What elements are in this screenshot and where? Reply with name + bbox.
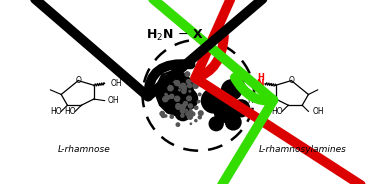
Circle shape xyxy=(165,75,170,79)
Circle shape xyxy=(171,72,177,77)
Circle shape xyxy=(172,79,175,82)
Circle shape xyxy=(170,94,174,98)
Circle shape xyxy=(173,80,175,82)
Circle shape xyxy=(188,104,192,108)
Circle shape xyxy=(170,115,174,118)
Circle shape xyxy=(201,88,226,113)
Text: N: N xyxy=(257,79,264,88)
Circle shape xyxy=(215,104,233,122)
Text: OH: OH xyxy=(111,79,122,88)
Circle shape xyxy=(182,86,187,90)
Text: O: O xyxy=(288,76,294,85)
Text: HO: HO xyxy=(247,96,259,105)
Circle shape xyxy=(165,93,167,95)
Circle shape xyxy=(187,84,192,88)
Circle shape xyxy=(168,86,173,91)
Circle shape xyxy=(165,74,193,101)
Text: L-rhamnosylamines: L-rhamnosylamines xyxy=(259,145,347,154)
Circle shape xyxy=(175,81,180,86)
Circle shape xyxy=(193,83,198,88)
Circle shape xyxy=(190,117,192,119)
Circle shape xyxy=(198,116,201,119)
Circle shape xyxy=(186,109,187,111)
Circle shape xyxy=(169,76,174,80)
Circle shape xyxy=(186,111,191,116)
Circle shape xyxy=(172,72,177,77)
Circle shape xyxy=(190,123,192,124)
Text: OH: OH xyxy=(108,96,119,105)
Circle shape xyxy=(161,114,165,117)
Circle shape xyxy=(222,80,242,100)
Circle shape xyxy=(175,105,191,121)
Circle shape xyxy=(187,114,192,119)
Circle shape xyxy=(167,81,170,84)
Circle shape xyxy=(232,100,249,117)
Text: O: O xyxy=(75,76,81,85)
Circle shape xyxy=(189,111,193,114)
Circle shape xyxy=(199,84,201,86)
Circle shape xyxy=(185,72,190,76)
Circle shape xyxy=(197,101,199,103)
Text: HO: HO xyxy=(50,107,62,116)
Circle shape xyxy=(166,94,184,112)
Circle shape xyxy=(180,83,186,89)
Circle shape xyxy=(189,90,191,92)
Circle shape xyxy=(176,104,181,109)
Circle shape xyxy=(175,96,180,101)
Text: H: H xyxy=(257,73,264,82)
Circle shape xyxy=(165,115,167,117)
Circle shape xyxy=(194,106,198,109)
Circle shape xyxy=(187,96,191,101)
Circle shape xyxy=(191,112,195,116)
Text: L-rhamnose: L-rhamnose xyxy=(58,145,111,154)
Circle shape xyxy=(197,78,199,80)
Circle shape xyxy=(198,93,201,96)
Circle shape xyxy=(182,89,186,93)
Circle shape xyxy=(166,82,169,85)
Circle shape xyxy=(226,114,241,130)
Circle shape xyxy=(190,110,192,112)
Circle shape xyxy=(176,104,180,107)
Text: H$_2$N $-$ X: H$_2$N $-$ X xyxy=(146,28,204,43)
Circle shape xyxy=(163,97,168,102)
Circle shape xyxy=(189,105,191,107)
Text: OH: OH xyxy=(313,107,325,116)
Circle shape xyxy=(186,79,191,84)
Circle shape xyxy=(179,85,183,88)
Circle shape xyxy=(176,88,198,110)
Polygon shape xyxy=(156,70,195,116)
Circle shape xyxy=(180,109,185,113)
Circle shape xyxy=(176,123,180,126)
Circle shape xyxy=(181,114,184,117)
Circle shape xyxy=(164,84,166,85)
Circle shape xyxy=(179,89,180,91)
Circle shape xyxy=(199,101,200,102)
Text: HO: HO xyxy=(64,107,76,116)
Circle shape xyxy=(191,80,192,82)
Circle shape xyxy=(160,112,164,116)
Text: X: X xyxy=(241,79,246,88)
Circle shape xyxy=(166,96,170,99)
Circle shape xyxy=(183,102,187,106)
Circle shape xyxy=(198,111,203,116)
Circle shape xyxy=(194,82,197,86)
Text: HO: HO xyxy=(271,107,283,116)
Circle shape xyxy=(209,117,223,131)
Circle shape xyxy=(195,120,197,122)
Circle shape xyxy=(181,104,185,109)
Circle shape xyxy=(165,93,167,95)
